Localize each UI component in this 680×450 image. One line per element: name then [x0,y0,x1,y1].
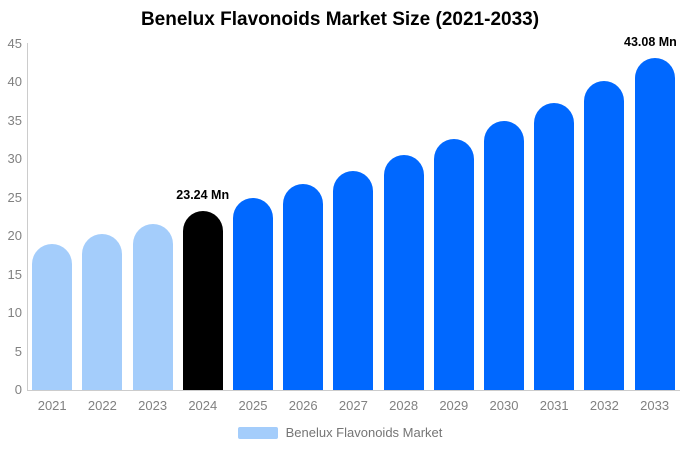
y-axis-tick-label: 0 [14,382,22,397]
bar-2025[interactable] [233,198,273,390]
x-axis-label: 2026 [288,398,318,413]
y-axis-tick-label: 20 [7,228,22,243]
bar-2028[interactable] [383,155,424,390]
x-axis-label: 2022 [87,398,117,413]
bar-2023[interactable] [132,223,173,390]
x-axis-label: 2031 [539,398,569,413]
chart-title: Benelux Flavonoids Market Size (2021-203… [140,9,540,30]
x-axis-label: 2029 [439,398,469,413]
bar-2022[interactable] [82,234,123,390]
y-axis-tick-label: 35 [7,112,22,128]
bar-2033[interactable] [634,58,675,390]
bar-2027[interactable] [333,170,374,390]
legend-label: Benelux Flavonoids Market [285,425,443,440]
x-axis-label: 2021 [37,398,67,413]
bar-2021[interactable] [32,244,73,390]
bar-2029[interactable] [433,138,474,390]
y-axis-line [27,43,28,390]
x-axis-label: 2024 [188,398,218,413]
x-axis-line [27,390,680,391]
legend[interactable]: Benelux Flavonoids Market [0,425,680,440]
bar-value-label: 23.24 Mn [176,188,230,203]
y-axis-tick-label: 10 [7,305,22,320]
x-axis-label: 2028 [389,398,419,413]
y-axis-tick-label: 45 [7,35,22,51]
bar-2024[interactable] [182,211,223,390]
x-axis-label: 2030 [489,398,519,413]
legend-swatch [237,426,278,439]
x-axis-label: 2025 [238,398,268,413]
y-axis-tick-label: 5 [14,343,22,359]
bar-2026[interactable] [283,184,324,390]
x-axis-label: 2023 [138,398,168,413]
bar-2031[interactable] [534,102,575,390]
x-axis-label: 2027 [338,398,368,413]
y-axis-tick-label: 40 [7,74,22,89]
y-axis-tick-label: 15 [7,266,22,282]
x-axis-label: 2032 [589,398,619,413]
bar-value-label: 43.08 Mn [624,35,677,50]
y-axis-tick-label: 30 [7,151,22,166]
bar-2030[interactable] [484,120,524,390]
y-axis-tick-label: 25 [7,189,22,205]
bar-2032[interactable] [584,81,625,390]
x-axis-label: 2033 [640,398,670,413]
